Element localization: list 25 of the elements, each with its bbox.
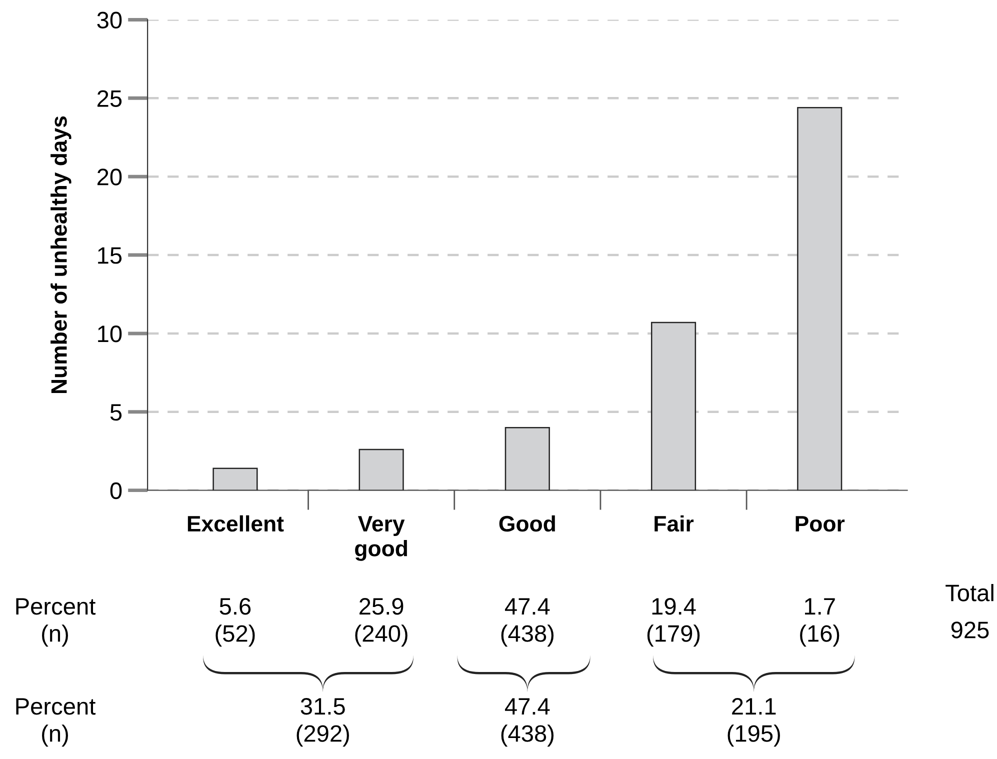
y-tick-label: 10 xyxy=(98,326,122,342)
y-tick-label: 20 xyxy=(97,168,122,186)
text: 1.7 (16) xyxy=(800,598,840,647)
text: 925 xyxy=(951,622,989,638)
x-tick-label: Good xyxy=(499,515,555,532)
x-tick-label: Very good xyxy=(355,516,407,561)
text: 21.1 (195) xyxy=(728,698,780,747)
text: 47.4 (438) xyxy=(501,598,554,647)
text: Total xyxy=(946,584,994,602)
y-tick-label: 30 xyxy=(97,12,122,29)
y-tick-label: 15 xyxy=(98,247,122,264)
y-tick-label: 5 xyxy=(110,404,122,421)
text: Percent (n) xyxy=(16,598,96,647)
text: 47.4 (438) xyxy=(501,698,554,747)
text: 25.9 (240) xyxy=(355,598,408,647)
text: 19.4 (179) xyxy=(647,598,700,647)
text: 5.6 (52) xyxy=(216,598,255,647)
text: 31.5 (292) xyxy=(296,698,349,747)
y-tick-label: 0 xyxy=(110,482,122,500)
x-tick-label: Poor xyxy=(796,516,845,532)
y-tick-label: 25 xyxy=(97,90,122,107)
y-axis-title: Number of unhealthy days xyxy=(50,116,72,394)
text: Percent (n) xyxy=(16,698,96,747)
x-tick-label: Excellent xyxy=(188,515,284,532)
x-tick-label: Fair xyxy=(654,515,694,532)
